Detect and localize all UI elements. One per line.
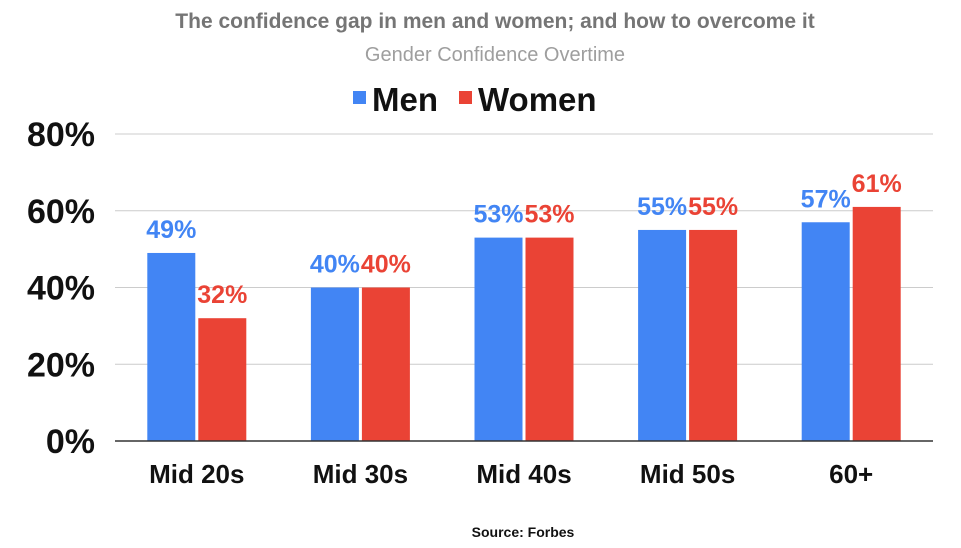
y-tick-label: 40% bbox=[27, 270, 95, 308]
legend-swatch-women bbox=[459, 91, 472, 104]
data-label-men-4: 57% bbox=[801, 185, 851, 213]
bars bbox=[147, 206, 901, 441]
bar-women-0 bbox=[198, 318, 247, 441]
chart-subtitle: Gender Confidence Overtime bbox=[365, 44, 625, 66]
x-tick-label: 60+ bbox=[829, 459, 873, 489]
data-labels: 49% 32% 40% 40% 53% 53% 55% 55% 57%61% bbox=[146, 170, 901, 309]
chart-title: The confidence gap in men and women; and… bbox=[175, 10, 814, 33]
data-label-men-3: 55% bbox=[637, 193, 687, 221]
bar-men-2 bbox=[474, 237, 523, 441]
y-tick-label: 20% bbox=[27, 346, 95, 384]
data-label-men-1: 40% bbox=[310, 251, 360, 279]
y-tick-label: 0% bbox=[46, 423, 95, 461]
legend-label-men: Men bbox=[372, 81, 438, 118]
data-label-women-1: 40% bbox=[361, 251, 411, 279]
source-note: Source: Forbes bbox=[472, 524, 575, 540]
data-label-women-2: 53% bbox=[524, 201, 574, 229]
bar-women-2 bbox=[525, 237, 574, 441]
bar-men-1 bbox=[310, 287, 359, 441]
y-tick-label: 60% bbox=[27, 193, 95, 231]
bar-men-0 bbox=[147, 252, 196, 441]
bar-women-3 bbox=[689, 229, 738, 441]
x-tick-label: Mid 40s bbox=[476, 459, 571, 489]
legend: Men Women bbox=[353, 81, 597, 118]
x-axis-category-labels: Mid 20s Mid 30s Mid 40s Mid 50s 60+ bbox=[149, 459, 873, 489]
bar-men-3 bbox=[638, 229, 687, 441]
gridlines bbox=[115, 133, 933, 365]
x-tick-label: Mid 50s bbox=[640, 459, 735, 489]
data-label-men-0: 49% bbox=[146, 216, 196, 244]
data-label-women-3: 55% bbox=[688, 193, 738, 221]
legend-label-women: Women bbox=[478, 81, 597, 118]
data-label-women-0: 32% bbox=[197, 281, 247, 309]
y-axis-tick-labels: 0% 20% 40% 60% 80% bbox=[27, 116, 95, 461]
data-label-women-4: 61% bbox=[852, 170, 902, 198]
bar-women-4 bbox=[852, 206, 901, 441]
legend-swatch-men bbox=[353, 91, 366, 104]
y-tick-label: 80% bbox=[27, 116, 95, 154]
bar-men-4 bbox=[801, 222, 850, 441]
data-label-men-2: 53% bbox=[473, 201, 523, 229]
x-tick-label: Mid 20s bbox=[149, 459, 244, 489]
bar-women-1 bbox=[361, 287, 410, 441]
x-tick-label: Mid 30s bbox=[313, 459, 408, 489]
